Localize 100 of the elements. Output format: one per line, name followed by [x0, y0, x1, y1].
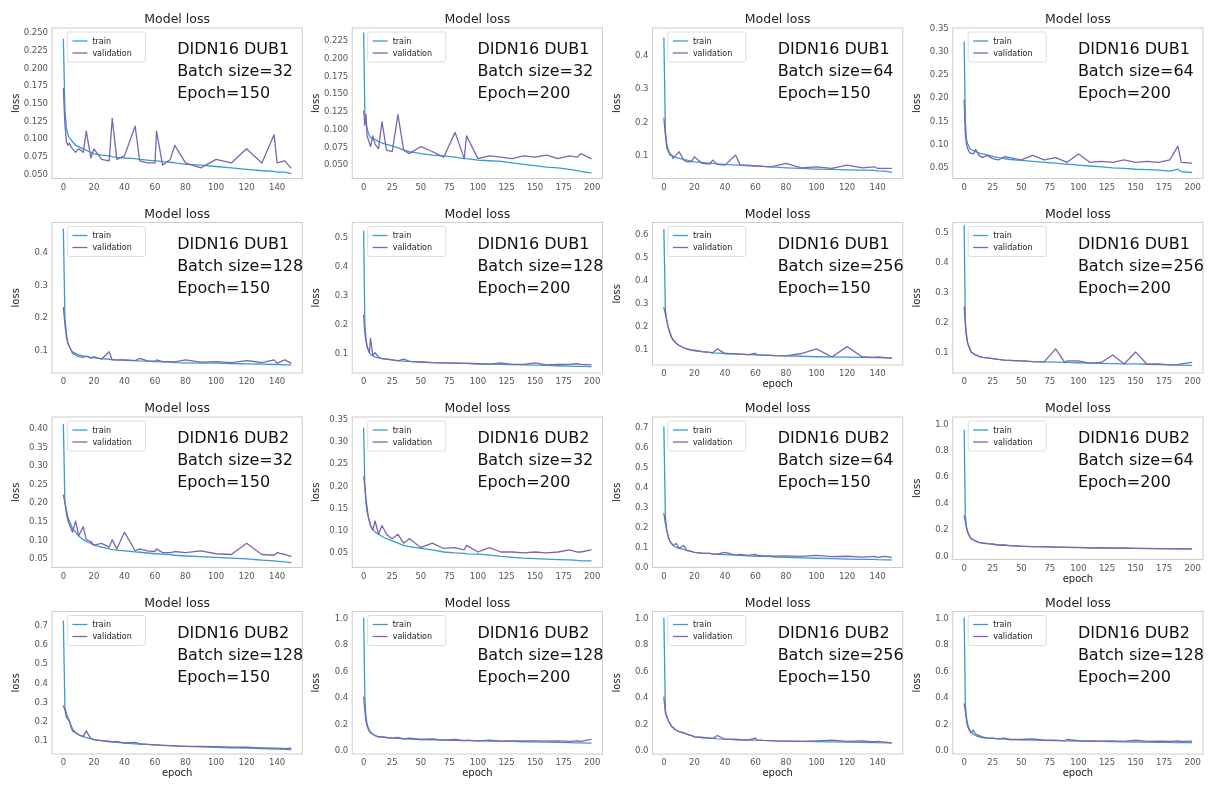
- x-tick-label: 0: [360, 570, 367, 581]
- y-tick-label: 0.10: [329, 524, 349, 535]
- annotation: Epoch=200: [477, 277, 571, 297]
- x-tick-label: 120: [838, 181, 856, 192]
- x-tick-label: 0: [360, 757, 367, 767]
- x-tick-label: 175: [555, 757, 572, 767]
- x-tick-label: 150: [526, 181, 544, 192]
- y-tick-label: 0.0: [634, 745, 649, 756]
- x-tick-label: 120: [238, 757, 255, 767]
- y-tick-label: 0.3: [935, 286, 949, 297]
- legend-label: validation: [692, 48, 733, 58]
- chart-title: Model loss: [144, 11, 210, 26]
- x-tick-label: 100: [207, 757, 225, 767]
- x-tick-label: 125: [498, 570, 515, 581]
- y-tick-label: 0.250: [23, 27, 48, 38]
- x-tick-label: 100: [808, 757, 825, 767]
- y-tick-label: 0.20: [929, 92, 949, 103]
- y-tick-label: 0.2: [935, 316, 949, 327]
- x-tick-label: 75: [443, 570, 455, 581]
- x-tick-label: 200: [584, 757, 601, 767]
- x-tick-label: 75: [443, 757, 455, 767]
- y-tick-label: 0.1: [634, 542, 649, 553]
- y-tick-label: 0.5: [634, 462, 649, 473]
- x-tick-label: 60: [149, 757, 161, 767]
- annotation: Epoch=200: [477, 472, 571, 491]
- x-tick-label: 200: [1184, 757, 1201, 767]
- y-tick-label: 0.4: [935, 256, 949, 267]
- x-tick-label: 0: [661, 570, 667, 581]
- x-tick-label: 40: [119, 570, 130, 581]
- legend-label: validation: [993, 48, 1033, 58]
- chart-title: Model loss: [1045, 400, 1111, 415]
- x-tick-label: 25: [386, 376, 398, 386]
- annotation: Batch size=128: [177, 255, 304, 275]
- y-tick-label: 0.4: [334, 260, 349, 271]
- annotation: DIDN16 DUB1: [777, 233, 890, 253]
- y-tick-label: 0.3: [634, 297, 649, 308]
- legend-label: validation: [993, 632, 1033, 642]
- annotation: Batch size=256: [1077, 255, 1204, 275]
- x-tick-label: 75: [1044, 181, 1056, 192]
- y-axis-title: loss: [10, 673, 21, 693]
- x-tick-label: 60: [750, 181, 761, 192]
- x-tick-label: 80: [180, 376, 191, 386]
- x-tick-label: 0: [661, 181, 667, 192]
- x-tick-label: 140: [269, 570, 286, 581]
- x-tick-label: 100: [469, 757, 487, 767]
- x-tick-label: 175: [1156, 181, 1173, 192]
- y-tick-label: 0.5: [34, 658, 48, 669]
- x-tick-label: 25: [987, 181, 999, 192]
- annotation: Batch size=128: [477, 255, 604, 275]
- y-tick-label: 0.4: [634, 482, 649, 493]
- x-tick-label: 100: [808, 368, 825, 378]
- x-tick-label: 120: [238, 181, 255, 192]
- y-tick-label: 0.7: [34, 619, 48, 630]
- x-tick-label: 0: [360, 376, 367, 386]
- y-tick-label: 0.4: [34, 677, 48, 688]
- legend-label: train: [993, 231, 1012, 241]
- x-tick-label: 20: [689, 570, 700, 581]
- y-tick-label: 0.100: [323, 123, 349, 134]
- x-tick-label: 200: [1184, 181, 1201, 192]
- y-tick-label: 0.4: [334, 692, 349, 703]
- y-tick-label: 0.3: [34, 279, 48, 290]
- y-tick-label: 0.20: [329, 480, 349, 491]
- y-axis-title: loss: [610, 482, 622, 502]
- y-tick-label: 0.2: [935, 524, 949, 535]
- y-tick-label: 0.1: [34, 345, 48, 356]
- annotation: Batch size=128: [477, 644, 604, 664]
- y-tick-label: 0.4: [935, 692, 949, 703]
- x-tick-label: 40: [119, 181, 130, 192]
- legend-label: validation: [92, 48, 132, 58]
- y-axis-title: loss: [10, 93, 21, 113]
- y-tick-label: 0.225: [323, 35, 349, 46]
- x-axis-title: epoch: [762, 767, 793, 778]
- annotation: DIDN16 DUB1: [777, 39, 890, 58]
- y-tick-label: 0.25: [929, 69, 949, 80]
- y-tick-label: 0.175: [323, 70, 349, 81]
- legend-label: validation: [692, 632, 733, 642]
- y-tick-label: 0.35: [329, 414, 349, 425]
- x-tick-label: 150: [526, 376, 544, 386]
- y-axis-title: loss: [910, 288, 922, 308]
- x-tick-label: 0: [60, 376, 67, 386]
- annotation: Batch size=32: [177, 450, 293, 469]
- annotation: DIDN16 DUB1: [1077, 39, 1190, 58]
- x-tick-label: 20: [689, 757, 700, 767]
- y-tick-label: 0.2: [634, 116, 649, 127]
- legend-label: train: [993, 36, 1012, 46]
- y-tick-label: 0.7: [634, 422, 649, 433]
- x-tick-label: 140: [269, 757, 286, 767]
- x-tick-label: 80: [780, 757, 792, 767]
- annotation: Batch size=64: [777, 450, 894, 469]
- legend-label: validation: [392, 632, 433, 642]
- legend-label: validation: [392, 437, 433, 447]
- annotation: Batch size=32: [477, 450, 594, 469]
- legend-label: validation: [92, 437, 132, 447]
- legend-label: validation: [92, 243, 132, 253]
- chart-title: Model loss: [444, 11, 511, 26]
- x-tick-label: 60: [149, 376, 161, 386]
- x-tick-label: 100: [1070, 757, 1087, 767]
- y-tick-label: 0.0: [334, 745, 349, 756]
- y-tick-label: 0.30: [329, 436, 349, 447]
- x-tick-label: 40: [719, 181, 731, 192]
